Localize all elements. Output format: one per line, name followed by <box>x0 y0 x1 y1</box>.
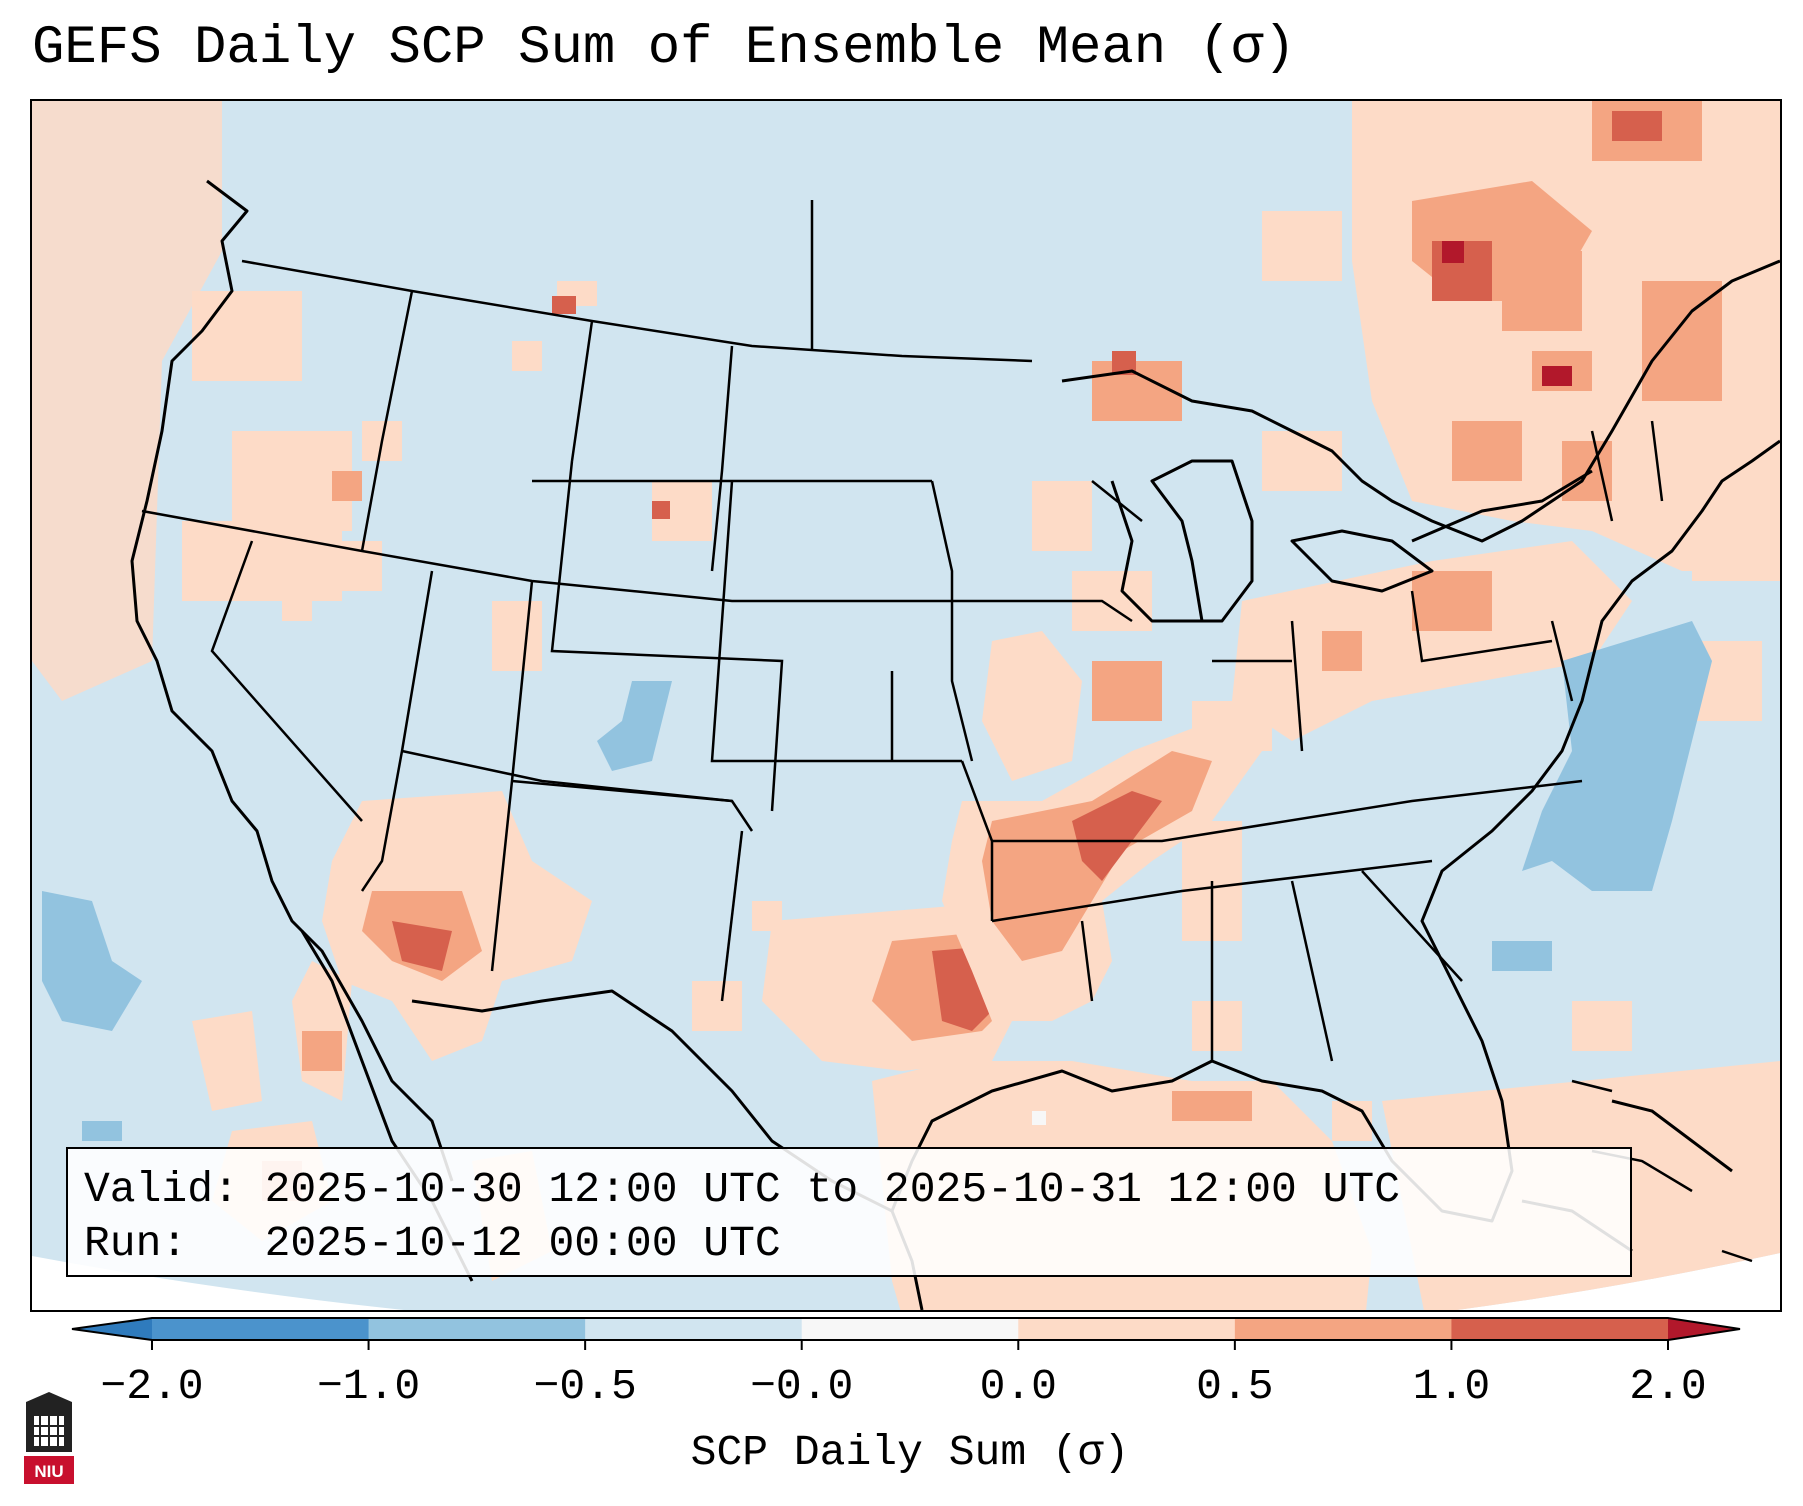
run-time-line: Run: 2025-10-12 00:00 UTC <box>84 1219 781 1268</box>
colorbar-tick-label: −0.0 <box>750 1362 854 1411</box>
colorbar-label: SCP Daily Sum (σ) <box>690 1428 1130 1477</box>
political-borders <box>141 200 1664 1062</box>
valid-time-line: Valid: 2025-10-30 12:00 UTC to 2025-10-3… <box>84 1165 1401 1214</box>
niu-logo-text: NIU <box>34 1462 63 1481</box>
colorbar-segment <box>368 1318 586 1340</box>
colorbar-tick-label: −0.5 <box>533 1362 637 1411</box>
colorbar <box>71 1317 1741 1350</box>
scp-anomaly-map <box>32 101 1780 1310</box>
colorbar-tick-label: −1.0 <box>316 1362 421 1411</box>
colorbar-tick-label: 1.0 <box>1412 1362 1491 1411</box>
colorbar-segment <box>1451 1318 1669 1340</box>
colorbar-segment <box>585 1318 803 1340</box>
colorbar-tick-label: 0.0 <box>979 1362 1057 1411</box>
colorbar-tick-label: 0.5 <box>1196 1362 1274 1411</box>
colorbar-tick-label: −2.0 <box>100 1362 204 1411</box>
map-panel <box>30 99 1782 1312</box>
colorbar-segment <box>152 1318 370 1340</box>
coastlines-and-borders <box>130 179 1780 1310</box>
validity-info-box: Valid: 2025-10-30 12:00 UTC to 2025-10-3… <box>66 1147 1632 1277</box>
colorbar-segment <box>1018 1318 1236 1340</box>
colorbar-extend-high <box>1668 1318 1740 1340</box>
colorbar-extend-low <box>72 1318 152 1340</box>
colorbar-segment <box>1234 1318 1452 1340</box>
colorbar-tick-label: 2.0 <box>1629 1362 1707 1411</box>
niu-logo: NIU <box>24 1392 74 1484</box>
colorbar-segment <box>801 1318 1019 1340</box>
map-title: GEFS Daily SCP Sum of Ensemble Mean (σ) <box>32 18 1296 79</box>
